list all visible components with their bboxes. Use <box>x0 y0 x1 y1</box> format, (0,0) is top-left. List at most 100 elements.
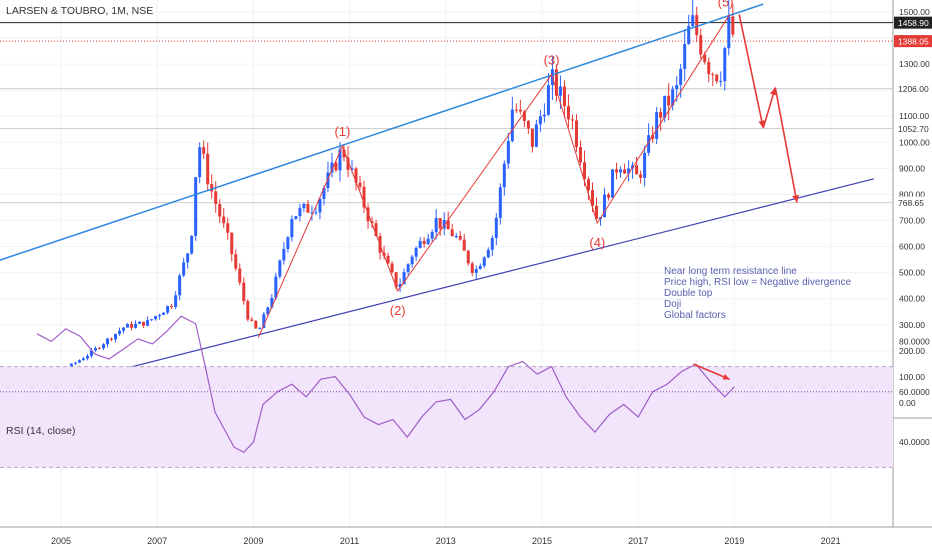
candle-body <box>526 120 530 129</box>
wave-path <box>257 14 731 339</box>
candle-body <box>691 15 695 26</box>
price-level-768-tag <box>894 196 932 209</box>
rsi-tick-label: 80.0000 <box>899 336 930 346</box>
price-high-text: 1458.90 <box>898 18 929 28</box>
candle-body <box>118 330 122 334</box>
candle-body <box>667 95 671 106</box>
candle-body <box>198 147 202 178</box>
price-tick-label: 500.00 <box>899 268 925 278</box>
time-axis[interactable]: 2005 2007 2009 2011 2013 2015 2017 2019 2021 <box>51 536 841 546</box>
candle-body <box>502 163 506 188</box>
candle-body <box>711 74 715 76</box>
candle-body <box>627 168 631 174</box>
candle-body <box>146 320 150 326</box>
candle-body <box>318 198 322 213</box>
candle-body <box>534 124 538 147</box>
candle-body <box>470 263 474 273</box>
time-tick-label: 2017 <box>628 536 648 546</box>
candle-body <box>430 231 434 239</box>
candle-body <box>294 216 298 220</box>
divergence-line <box>693 363 730 380</box>
candle-body <box>675 85 679 90</box>
price-axis[interactable]: 1500.001400.001300.001200.001100.001000.… <box>894 7 932 447</box>
price-level-1206-text: 1206.00 <box>898 84 929 94</box>
candle-body <box>554 69 558 96</box>
candle-body <box>138 321 142 324</box>
candle-body <box>77 360 81 363</box>
candle-body <box>142 321 146 326</box>
candle-body <box>101 344 105 349</box>
candle-body <box>402 272 406 285</box>
chart-title: LARSEN & TOUBRO, 1M, NSE <box>6 5 153 17</box>
candle-body <box>134 323 138 328</box>
candle-body <box>174 295 178 308</box>
candle-body <box>230 232 234 255</box>
candle-body <box>394 272 398 288</box>
candle-body <box>234 254 238 269</box>
candle-body <box>715 74 719 82</box>
candle-body <box>615 169 619 173</box>
candle-body <box>218 204 222 217</box>
candle-body <box>607 194 611 198</box>
candle-body <box>81 358 85 361</box>
candle-body <box>386 255 390 264</box>
wave-label: (4) <box>589 235 605 250</box>
candle-body <box>562 86 566 107</box>
candle-body <box>358 182 362 187</box>
price-level-768-text: 768.65 <box>898 198 924 208</box>
time-tick-label: 2009 <box>243 536 263 546</box>
price-tick-label: 400.00 <box>899 294 925 304</box>
price-tick-label: 600.00 <box>899 242 925 252</box>
candle-body <box>418 241 422 248</box>
candle-body <box>226 223 230 233</box>
price-last-tag <box>894 35 932 48</box>
candle-body <box>498 187 502 218</box>
horizontal-levels <box>0 22 893 204</box>
candle-body <box>727 16 731 49</box>
candle-body <box>154 316 158 320</box>
price-level-1052-tag <box>894 122 932 135</box>
rsi-line <box>36 315 735 454</box>
candle-body <box>570 119 574 121</box>
candle-body <box>286 237 290 249</box>
candle-body <box>530 128 534 147</box>
candle-body <box>647 135 651 153</box>
candle-body <box>93 348 97 351</box>
time-tick-label: 2019 <box>724 536 744 546</box>
candle-body <box>422 241 426 245</box>
candle-body <box>731 16 735 35</box>
arrow-head <box>758 120 766 128</box>
candle-body <box>354 168 358 183</box>
price-level-1206-tag <box>894 82 932 95</box>
candle-body <box>586 179 590 191</box>
rsi-tick-label: 60.0000 <box>899 387 930 397</box>
candle-body <box>454 235 458 237</box>
candle-body <box>314 212 318 214</box>
projection-path <box>738 14 798 203</box>
price-tick-label: 700.00 <box>899 216 925 226</box>
price-tick-label: 0.00 <box>899 398 916 408</box>
wave-label: (1) <box>334 124 350 139</box>
candle-body <box>105 338 109 345</box>
candle-body <box>558 86 562 96</box>
candle-body <box>486 249 490 258</box>
candle-body <box>330 162 334 173</box>
candle-body <box>683 44 687 69</box>
candle-body <box>162 312 166 315</box>
candle-body <box>719 80 723 82</box>
candle-body <box>595 205 599 219</box>
candle-body <box>362 186 366 208</box>
time-tick-label: 2015 <box>532 536 552 546</box>
candle-body <box>306 203 310 213</box>
candle-body <box>510 109 514 142</box>
upper-channel-line <box>0 3 764 261</box>
candle-body <box>278 260 282 277</box>
candle-body <box>542 114 546 117</box>
candle-body <box>703 54 707 63</box>
wave-label: (2) <box>390 303 406 318</box>
candle-body <box>126 324 130 328</box>
candle-body <box>89 350 93 356</box>
price-tick-label: 1100.00 <box>899 111 929 121</box>
candle-body <box>238 268 242 283</box>
